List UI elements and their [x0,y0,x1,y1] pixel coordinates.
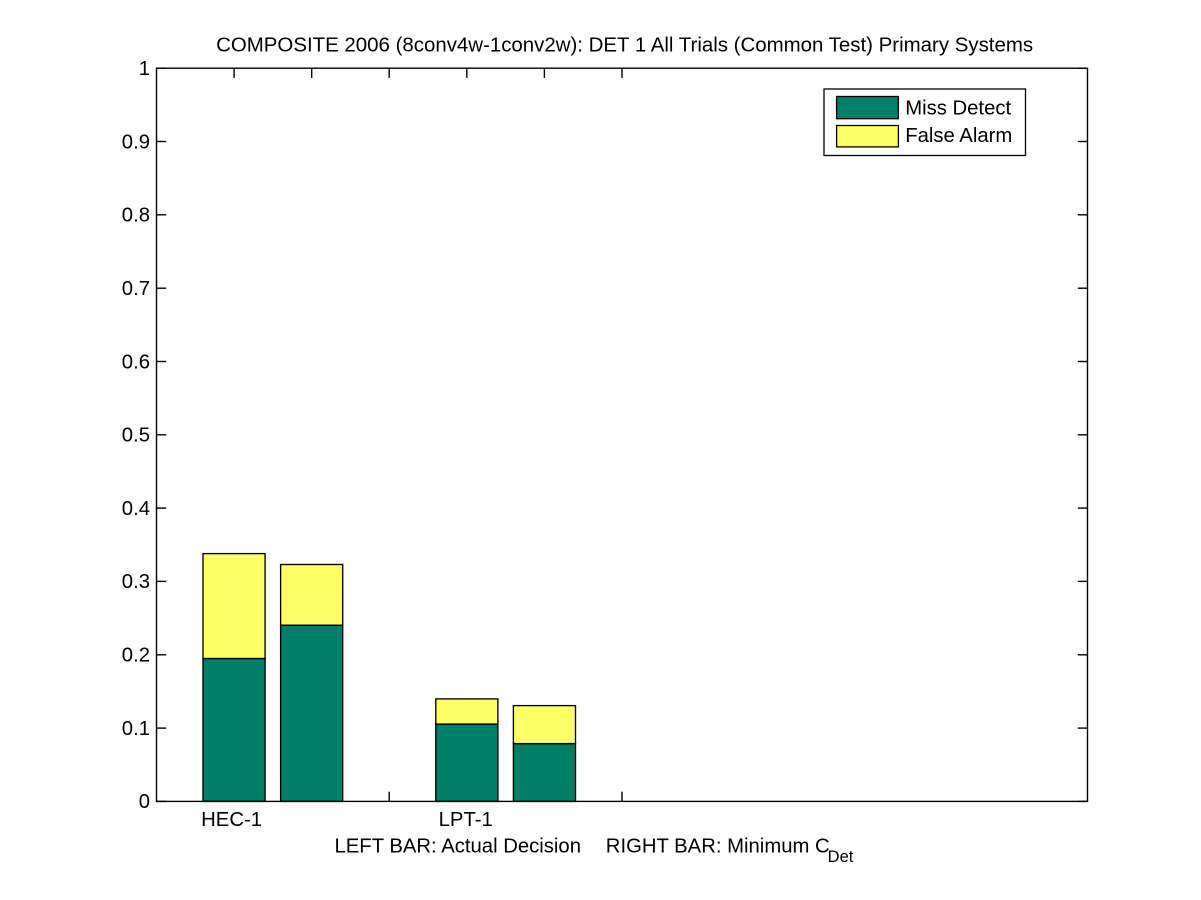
svg-text:HEC-1: HEC-1 [201,809,262,831]
svg-text:1: 1 [139,58,150,80]
svg-text:0.8: 0.8 [122,205,150,227]
svg-text:COMPOSITE 2006 (8conv4w-1conv2: COMPOSITE 2006 (8conv4w-1conv2w): DET 1 … [216,34,1033,57]
svg-text:0.1: 0.1 [122,718,150,740]
svg-text:0.9: 0.9 [122,131,150,153]
svg-text:0.6: 0.6 [122,351,150,373]
svg-text:False Alarm: False Alarm [905,125,1012,147]
svg-text:Miss Detect: Miss Detect [905,97,1011,119]
svg-text:0.5: 0.5 [122,425,150,447]
svg-text:LEFT BAR: Actual Decision: LEFT BAR: Actual Decision [335,835,581,857]
svg-text:LPT-1: LPT-1 [439,809,493,831]
svg-text:0.3: 0.3 [122,571,150,593]
svg-text:0.4: 0.4 [122,498,150,520]
svg-text:0: 0 [139,791,150,813]
svg-text:0.7: 0.7 [122,278,150,300]
svg-text:0.2: 0.2 [122,645,150,667]
